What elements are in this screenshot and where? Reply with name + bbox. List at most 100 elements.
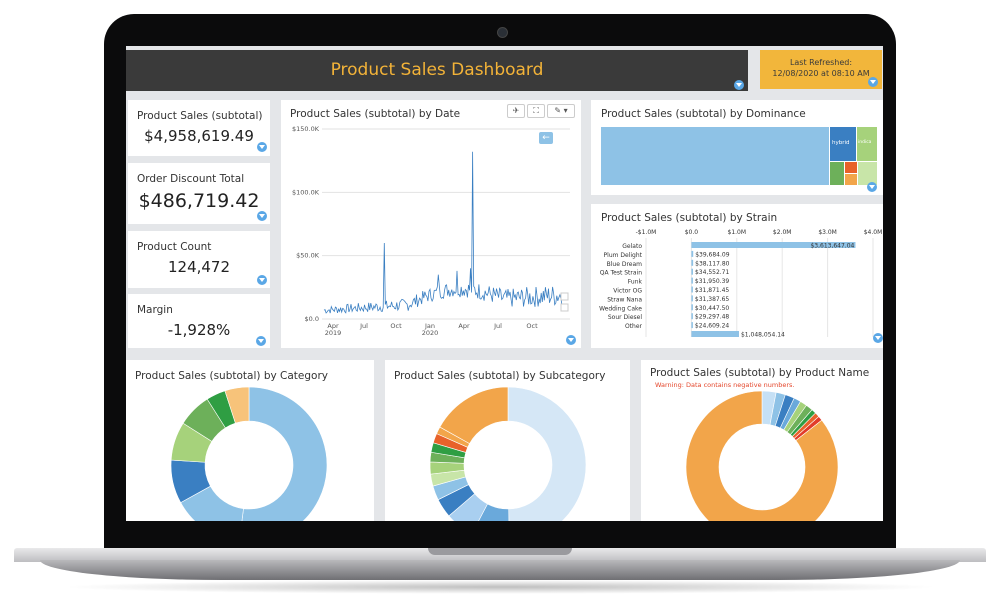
- kpi-value: $486,719.42: [138, 190, 260, 212]
- kpi-margin: Margin -1,928%: [128, 294, 270, 348]
- strain-name: Wedding Cake: [599, 305, 642, 312]
- header-bar: Product Sales Dashboard: [126, 50, 748, 91]
- category-title: Product Sales (subtotal) by Category: [135, 370, 328, 382]
- webcam-icon: [497, 27, 508, 38]
- dashboard-screen: Product Sales Dashboard Last Refreshed: …: [126, 46, 883, 521]
- x-tick-label: Jan: [424, 322, 435, 330]
- kpi-label: Product Count: [137, 241, 212, 253]
- zoom-out-icon: [560, 303, 569, 312]
- wrench-icon[interactable]: ✎ ▾: [547, 104, 575, 118]
- strain-bar: [691, 322, 693, 329]
- laptop-notch: [428, 548, 572, 555]
- x-tick-label: Jul: [493, 322, 502, 330]
- kpi-product-count: Product Count 124,472: [128, 231, 270, 288]
- strain-bar: [691, 259, 694, 266]
- last-refreshed-panel: Last Refreshed: 12/08/2020 at 08:10 AM: [760, 50, 882, 89]
- product-slice: [685, 390, 839, 521]
- subcategory-title: Product Sales (subtotal) by Subcategory: [394, 370, 606, 382]
- kpi-order-discount: Order Discount Total $486,719.42: [128, 163, 270, 224]
- strain-bar: [691, 277, 693, 284]
- strain-name: Straw Nana: [607, 296, 642, 303]
- dominance-dropdown-icon[interactable]: [867, 182, 877, 192]
- strain-bar: [691, 250, 694, 257]
- x-tick-label: Oct: [526, 322, 538, 330]
- strain-name: Other: [625, 323, 643, 330]
- strain-value-label: $3,613,647.04: [810, 243, 854, 250]
- kpi-dropdown-icon[interactable]: [257, 211, 267, 221]
- strain-axis-label: $4.0M: [864, 229, 883, 236]
- date-line-chart: $150.0K $100.0K $50.0K $0.0 Apr Jul Oct Jan Apr J…: [292, 125, 570, 337]
- chart-toolbar: ✈ ⛶ ✎ ▾: [507, 104, 575, 118]
- kpi-value: -1,928%: [167, 321, 231, 339]
- treemap-cell[interactable]: [845, 174, 857, 185]
- category-slice: [224, 386, 250, 424]
- back-arrow-icon[interactable]: ←: [539, 132, 553, 144]
- y-tick-label: $100.0K: [292, 188, 320, 196]
- expand-icon[interactable]: ⛶: [527, 104, 545, 118]
- product-name-donut-chart: [685, 390, 839, 521]
- kpi-label: Product Sales (subtotal): [137, 110, 263, 122]
- kpi-dropdown-icon[interactable]: [257, 275, 267, 285]
- treemap-cell[interactable]: [830, 162, 844, 185]
- laptop-shadow: [60, 580, 940, 594]
- strain-name: Plum Delight: [604, 252, 643, 259]
- strain-value-label: $31,387.65: [695, 296, 730, 303]
- subcategory-slice: [507, 386, 587, 521]
- strain-bar: [691, 331, 739, 337]
- laptop-base-bottom: [40, 560, 960, 580]
- strain-value-label: $39,684.09: [695, 251, 730, 258]
- treemap-label-hybrid: hybrid: [832, 140, 850, 146]
- kpi-dropdown-icon[interactable]: [257, 142, 267, 152]
- refresh-time: 12/08/2020 at 08:10 AM: [772, 69, 870, 78]
- treemap-cell-indica[interactable]: indica: [857, 127, 877, 161]
- subcategory-slice: [439, 386, 509, 445]
- kpi-dropdown-icon[interactable]: [256, 336, 266, 346]
- strain-bar: [691, 313, 693, 320]
- treemap-cell-main[interactable]: [601, 127, 829, 185]
- strain-value-label: $24,609.24: [695, 323, 730, 330]
- kpi-value: $4,958,619.49: [144, 127, 254, 145]
- strain-name: Gelato: [622, 243, 642, 250]
- strain-value-label: $29,297.48: [695, 314, 730, 321]
- treemap-cell[interactable]: [858, 162, 877, 185]
- y-tick-label: $50.0K: [296, 252, 320, 260]
- treemap-cell-hybrid[interactable]: hybrid: [830, 127, 856, 161]
- refresh-dropdown-icon[interactable]: [868, 77, 878, 87]
- pin-icon[interactable]: ✈: [507, 104, 525, 118]
- strain-bar: [691, 268, 693, 275]
- strain-name: Victor OG: [613, 288, 642, 295]
- strain-value-label: $30,447.50: [695, 305, 730, 312]
- strain-bar: [691, 242, 856, 248]
- x-tick-label: Apr: [458, 322, 470, 330]
- dominance-title: Product Sales (subtotal) by Dominance: [601, 108, 806, 120]
- subcategory-donut-chart: [429, 386, 587, 521]
- strain-bar: [691, 295, 693, 302]
- category-slice: [241, 386, 328, 521]
- subcategory-slice: [478, 503, 510, 521]
- header-dropdown-icon[interactable]: [734, 80, 744, 90]
- kpi-product-sales: Product Sales (subtotal) $4,958,619.49: [128, 100, 270, 156]
- kpi-value: 124,472: [167, 258, 231, 276]
- treemap-cell[interactable]: [845, 162, 857, 173]
- zoom-in-icon: [560, 292, 569, 301]
- strain-name: Funk: [628, 279, 643, 286]
- laptop-base: [14, 548, 986, 562]
- product-name-title: Product Sales (subtotal) by Product Name: [650, 367, 870, 379]
- strain-axis-label: $1.0M: [728, 229, 747, 236]
- refresh-label: Last Refreshed:: [789, 58, 853, 67]
- x-tick-label: Jul: [359, 322, 368, 330]
- strain-dropdown-icon[interactable]: [873, 333, 883, 343]
- x-tick-label: Apr: [327, 322, 339, 330]
- strain-value-label: $31,950.39: [695, 278, 730, 285]
- date-chart-title: Product Sales (subtotal) by Date: [290, 108, 461, 120]
- x-tick-label: Oct: [390, 322, 402, 330]
- strain-axis-label: $2.0M: [773, 229, 792, 236]
- product-name-panel: Product Sales (subtotal) by Product Name…: [641, 360, 883, 521]
- strain-bar: [691, 304, 693, 311]
- category-donut-chart: [170, 386, 328, 521]
- strain-name: QA Test Strain: [600, 270, 642, 277]
- kpi-label: Margin: [137, 304, 173, 316]
- strain-axis-label: $0.0: [685, 229, 699, 236]
- treemap-label-indica: indica: [858, 140, 872, 145]
- date-chart-dropdown-icon[interactable]: [566, 335, 576, 345]
